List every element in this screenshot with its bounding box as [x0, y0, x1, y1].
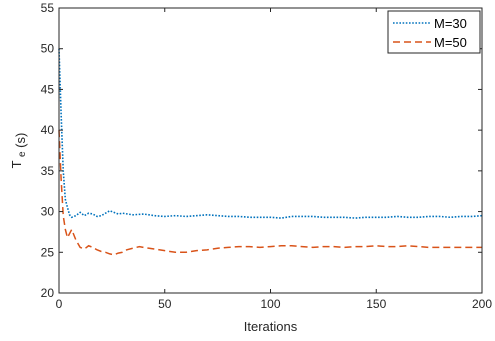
y-axis-label-unit: (s) [13, 133, 28, 148]
y-tick-label: 35 [41, 164, 55, 178]
x-tick-label: 0 [56, 297, 63, 311]
legend-entry-m30: M=30 [434, 16, 467, 31]
x-tick-label: 100 [260, 297, 280, 311]
y-axis-ticks: 20 25 30 35 40 45 50 55 [41, 1, 482, 300]
legend-entry-m50: M=50 [434, 35, 467, 50]
series-lines [58, 48, 483, 256]
y-tick-label: 30 [41, 205, 55, 219]
svg-text:T e (s): T e (s) [9, 133, 28, 169]
y-axis-label-sub: e [17, 151, 28, 157]
x-tick-label: 150 [366, 297, 386, 311]
x-axis-ticks: 0 50 100 150 200 [56, 8, 492, 311]
y-tick-label: 45 [41, 82, 55, 96]
y-tick-label: 55 [41, 1, 55, 15]
x-tick-label: 200 [472, 297, 492, 311]
legend-box [387, 10, 481, 54]
y-tick-label: 25 [41, 245, 55, 259]
series-line-m50 [58, 130, 482, 256]
series-line-m30 [58, 48, 483, 219]
y-axis-label: T e (s) [9, 133, 28, 169]
y-axis-label-main: T [9, 160, 24, 168]
x-tick-label: 50 [158, 297, 172, 311]
y-tick-label: 50 [41, 42, 55, 56]
x-axis-label: Iterations [244, 319, 298, 334]
legend: M=30 M=50 [387, 10, 481, 54]
y-tick-label: 20 [41, 286, 55, 300]
y-tick-label: 40 [41, 123, 55, 137]
